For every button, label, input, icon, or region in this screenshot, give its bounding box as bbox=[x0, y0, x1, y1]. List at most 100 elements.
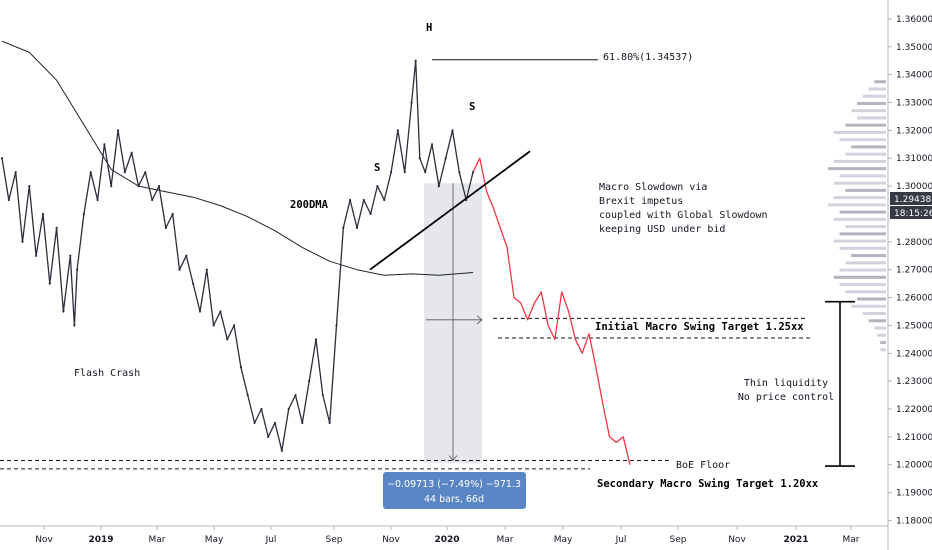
neckline-trendline[interactable] bbox=[369, 150, 531, 271]
price-point bbox=[21, 240, 24, 243]
y-tick-label: 1.30000 bbox=[896, 182, 932, 192]
price-point bbox=[369, 212, 372, 216]
price-point bbox=[198, 310, 202, 313]
volume-bar bbox=[839, 283, 886, 287]
volume-bar bbox=[862, 94, 886, 98]
price-point bbox=[55, 226, 58, 229]
y-tick-label: 1.31000 bbox=[896, 154, 932, 164]
initial-target-label: Initial Macro Swing Target 1.25xx bbox=[595, 321, 804, 333]
volume-bar bbox=[839, 268, 886, 272]
measure-box-line1: −0.09713 (−7.49%) −971.3 bbox=[387, 479, 521, 490]
volume-bar bbox=[880, 341, 886, 345]
x-tick-label: Mar bbox=[149, 535, 166, 545]
volume-bar bbox=[828, 203, 886, 207]
measure-arrowhead-down bbox=[448, 455, 458, 462]
price-point bbox=[151, 198, 154, 202]
price-point bbox=[185, 254, 188, 257]
price-point bbox=[335, 324, 338, 327]
price-point bbox=[82, 212, 86, 216]
x-tick-label: Jul bbox=[265, 535, 277, 545]
price-point bbox=[41, 212, 45, 216]
measure-box[interactable] bbox=[383, 472, 526, 509]
price-point bbox=[239, 366, 243, 369]
volume-bar bbox=[833, 196, 886, 200]
price-line bbox=[1, 60, 474, 452]
measure-tool[interactable] bbox=[424, 183, 483, 464]
y-tick-label: 1.32000 bbox=[896, 126, 932, 136]
price-point bbox=[267, 435, 270, 438]
price-point bbox=[123, 171, 126, 174]
volume-bar bbox=[839, 246, 886, 250]
x-tick-label: Sep bbox=[670, 535, 687, 545]
y-tick-label: 1.27000 bbox=[896, 266, 932, 276]
volume-bar bbox=[845, 225, 886, 229]
right-shoulder-label: S bbox=[469, 101, 475, 113]
svg-text:keeping USD under bid: keeping USD under bid bbox=[599, 224, 725, 235]
price-point bbox=[103, 143, 106, 146]
volume-bar bbox=[868, 319, 886, 323]
price-point bbox=[28, 184, 31, 188]
price-point bbox=[287, 407, 290, 411]
price-point bbox=[355, 226, 359, 229]
volume-bar bbox=[857, 116, 886, 120]
price-point bbox=[414, 59, 417, 62]
price-point bbox=[116, 129, 120, 132]
price-point bbox=[164, 226, 167, 229]
thin-liquidity-note: Thin liquidity No price control bbox=[738, 378, 834, 403]
target-levels bbox=[0, 59, 855, 470]
y-tick-label: 1.19000 bbox=[896, 489, 932, 499]
volume-bar bbox=[857, 101, 886, 105]
volume-bar bbox=[877, 333, 886, 337]
svg-text:No price control: No price control bbox=[738, 392, 834, 403]
x-axis[interactable]: Nov 2019 Mar May Jul Sep Nov 2020 Mar May Jul Sep No… bbox=[35, 526, 860, 545]
price-point bbox=[130, 151, 133, 154]
y-axis[interactable]: 1.36000 1.35000 1.34000 1.33000 1.32000 1.310… bbox=[888, 15, 932, 526]
fib-label: 61.80%(1.34537) bbox=[603, 52, 693, 63]
price-point bbox=[273, 421, 277, 425]
price-point bbox=[430, 143, 434, 146]
volume-bar bbox=[833, 275, 886, 279]
price-point bbox=[246, 393, 249, 397]
volume-bar bbox=[862, 312, 886, 316]
neckline bbox=[369, 150, 531, 271]
left-shoulder-label: S bbox=[374, 162, 380, 174]
x-tick-label: May bbox=[205, 535, 224, 545]
price-point bbox=[0, 157, 4, 160]
price-point bbox=[389, 171, 393, 174]
price-point bbox=[7, 198, 10, 202]
price-point bbox=[376, 184, 379, 188]
y-tick-label: 1.21000 bbox=[896, 433, 932, 443]
ma200-label: 200DMA bbox=[290, 199, 329, 211]
x-tick-label: 2021 bbox=[783, 535, 808, 545]
y-tick-label: 1.26000 bbox=[896, 294, 932, 304]
price-point bbox=[73, 324, 76, 327]
volume-bar bbox=[874, 80, 886, 84]
price-point bbox=[205, 268, 208, 271]
ma200-line bbox=[1, 40, 474, 276]
volume-bar bbox=[833, 217, 886, 221]
x-tick-label: Mar bbox=[497, 535, 514, 545]
volume-bar bbox=[839, 210, 886, 214]
price-point bbox=[410, 101, 413, 104]
x-tick-label: 2019 bbox=[88, 535, 113, 545]
price-point bbox=[314, 338, 318, 341]
countdown-badge bbox=[890, 206, 932, 219]
price-point bbox=[383, 198, 386, 202]
volume-bar bbox=[851, 109, 886, 113]
price-point bbox=[219, 310, 222, 313]
svg-text:coupled with Global Slowdown: coupled with Global Slowdown bbox=[599, 210, 768, 221]
x-tick-label: Sep bbox=[326, 535, 343, 545]
price-point bbox=[342, 226, 345, 229]
measure-box-line2: 44 bars, 66d bbox=[424, 494, 484, 505]
price-point bbox=[308, 380, 311, 383]
volume-bar bbox=[851, 304, 886, 308]
price-point bbox=[89, 171, 92, 174]
price-point bbox=[192, 282, 195, 285]
x-tick-label: May bbox=[554, 535, 573, 545]
price-point bbox=[321, 393, 324, 397]
price-point bbox=[424, 171, 427, 174]
price-point bbox=[226, 338, 229, 341]
price-point bbox=[403, 171, 406, 174]
y-tick-label: 1.25000 bbox=[896, 321, 932, 331]
